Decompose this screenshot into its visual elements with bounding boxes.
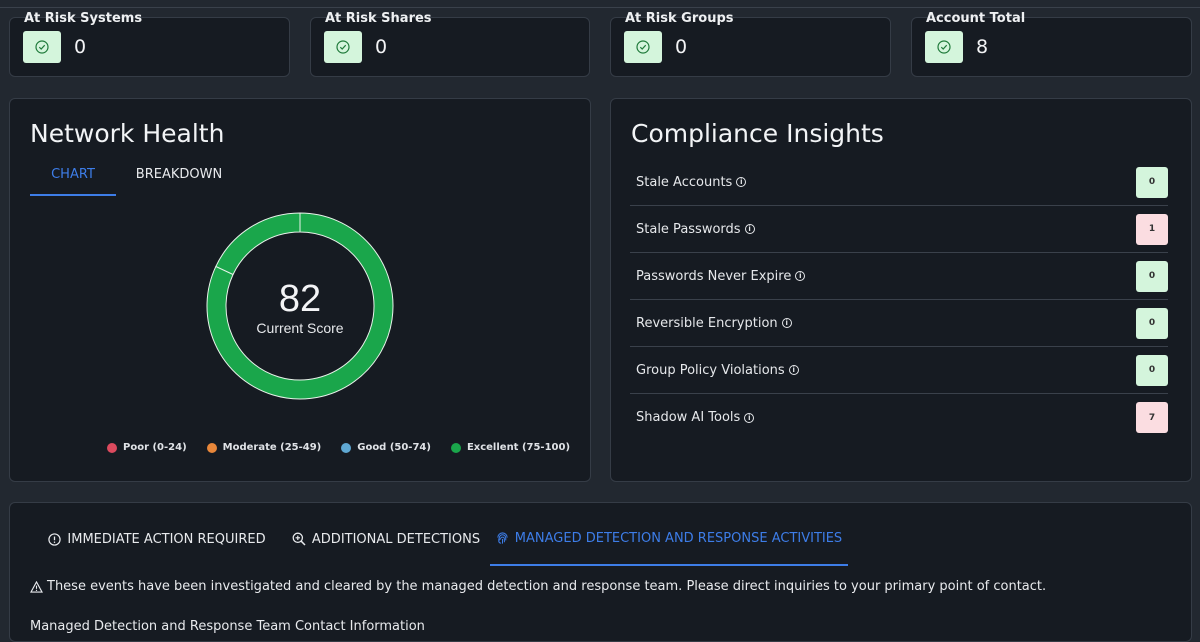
compliance-row-passwords-never-expire[interactable]: Passwords Never Expire i 0: [630, 253, 1168, 300]
detections-panel: IMMEDIATE ACTION REQUIRED ADDITIONAL DET…: [9, 502, 1192, 642]
stat-card-account-total[interactable]: Account Total 8: [911, 11, 1192, 77]
legend-dot: [206, 442, 217, 453]
stat-value: 0: [74, 36, 87, 58]
compliance-row-group-policy-violations[interactable]: Group Policy Violations i 0: [630, 347, 1168, 394]
network-health-panel: Network Health CHART BREAKDOWN 82 Curren…: [9, 98, 591, 482]
mdr-notice: These events have been investigated and …: [30, 579, 1046, 594]
score-label: Current Score: [256, 320, 343, 336]
compliance-row-shadow-ai-tools[interactable]: Shadow AI Tools i 7: [630, 394, 1168, 441]
tab-label: IMMEDIATE ACTION REQUIRED: [67, 531, 266, 547]
compliance-count-badge: 0: [1136, 307, 1168, 339]
top-divider: [0, 7, 1200, 8]
legend-item-poor: Poor (0-24): [107, 442, 187, 453]
compliance-list: Stale Accounts i 0 Stale Passwords i 1 Pas…: [630, 159, 1168, 441]
compliance-insights-panel: Compliance Insights Stale Accounts i 0 St…: [610, 98, 1192, 482]
check-circle-icon: [23, 31, 61, 63]
alert-circle-icon: [48, 532, 62, 546]
network-health-tabs: CHART BREAKDOWN: [30, 165, 234, 196]
stat-value: 8: [976, 36, 989, 58]
notice-text: These events have been investigated and …: [47, 579, 1047, 594]
check-circle-icon: [925, 31, 963, 63]
score-donut-chart: 82 Current Score: [206, 212, 394, 400]
warning-triangle-icon: [30, 580, 43, 593]
compliance-count-badge: 0: [1136, 260, 1168, 292]
legend-dot: [107, 442, 117, 453]
legend-label: Poor (0-24): [123, 442, 187, 453]
donut-slice: [206, 212, 394, 400]
info-icon[interactable]: i: [744, 412, 755, 423]
compliance-row-stale-accounts[interactable]: Stale Accounts i 0: [630, 159, 1168, 206]
compliance-label: Reversible Encryption: [636, 315, 778, 331]
compliance-count-badge: 7: [1136, 402, 1168, 433]
tab-label: MANAGED DETECTION AND RESPONSE ACTIVITIE…: [514, 530, 843, 546]
info-icon[interactable]: i: [736, 177, 747, 187]
info-icon[interactable]: i: [795, 271, 806, 281]
tab-immediate-action-required[interactable]: IMMEDIATE ACTION REQUIRED: [32, 526, 282, 566]
tab-chart[interactable]: CHART: [30, 165, 116, 196]
compliance-row-reversible-encryption[interactable]: Reversible Encryption i 0: [630, 300, 1168, 347]
legend-label: Moderate (25-49): [222, 442, 322, 453]
compliance-label: Passwords Never Expire: [636, 268, 792, 284]
stat-card-at-risk-systems[interactable]: At Risk Systems 0: [9, 11, 290, 77]
legend-item-moderate: Moderate (25-49): [206, 442, 322, 453]
check-circle-icon: [324, 31, 362, 63]
check-circle-icon: [624, 31, 662, 63]
info-icon[interactable]: i: [781, 318, 792, 328]
compliance-label: Group Policy Violations: [636, 362, 785, 378]
panel-title: Network Health: [30, 119, 225, 148]
legend-item-good: Good (50-74): [341, 442, 431, 453]
compliance-label: Stale Passwords: [636, 221, 741, 237]
score-value: 82: [279, 278, 321, 320]
legend-label: Excellent (75-100): [466, 442, 571, 453]
stat-value: 0: [375, 36, 388, 58]
compliance-count-badge: 0: [1136, 354, 1168, 386]
stat-title: At Risk Systems: [24, 11, 143, 26]
compliance-label: Shadow AI Tools: [636, 410, 741, 425]
legend-label: Good (50-74): [357, 442, 431, 453]
score-legend: Poor (0-24) Moderate (25-49) Good (50-74…: [107, 442, 590, 453]
stat-title: Account Total: [926, 11, 1026, 26]
zoom-in-icon: [292, 532, 306, 546]
contact-heading: Managed Detection and Response Team Cont…: [30, 619, 425, 634]
tab-breakdown[interactable]: BREAKDOWN: [135, 167, 223, 182]
detections-tabs: IMMEDIATE ACTION REQUIRED ADDITIONAL DET…: [32, 526, 848, 566]
tab-label: ADDITIONAL DETECTIONS: [311, 531, 481, 547]
legend-dot: [450, 442, 461, 453]
stat-value: 0: [675, 36, 688, 58]
legend-dot: [341, 442, 352, 453]
donut-slice: [215, 212, 301, 276]
info-icon[interactable]: i: [788, 365, 799, 375]
compliance-label: Stale Accounts: [636, 174, 733, 190]
panel-title: Compliance Insights: [631, 119, 884, 148]
fingerprint-icon: [496, 531, 509, 545]
tab-additional-detections[interactable]: ADDITIONAL DETECTIONS: [282, 526, 490, 566]
compliance-count-badge: 0: [1136, 166, 1168, 198]
compliance-row-stale-passwords[interactable]: Stale Passwords i 1: [630, 206, 1168, 253]
info-icon[interactable]: i: [744, 224, 755, 234]
compliance-count-badge: 1: [1136, 213, 1168, 245]
stat-title: At Risk Shares: [325, 11, 432, 26]
stat-card-at-risk-shares[interactable]: At Risk Shares 0: [310, 11, 590, 77]
tab-managed-detection-response[interactable]: MANAGED DETECTION AND RESPONSE ACTIVITIE…: [490, 526, 848, 566]
legend-item-excellent: Excellent (75-100): [450, 442, 571, 453]
stat-title: At Risk Groups: [625, 11, 734, 26]
stat-card-at-risk-groups[interactable]: At Risk Groups 0: [610, 11, 891, 77]
